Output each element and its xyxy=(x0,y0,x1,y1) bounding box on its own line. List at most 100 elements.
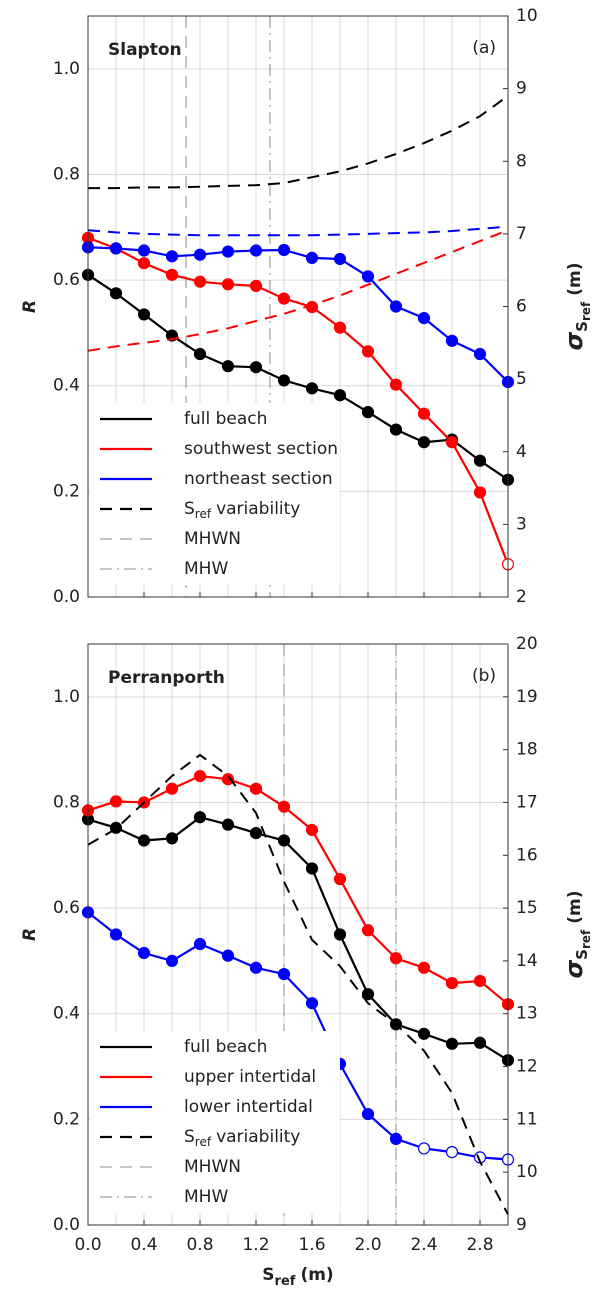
data-point xyxy=(221,278,235,291)
data-point xyxy=(277,374,291,387)
data-point xyxy=(473,486,487,499)
data-point xyxy=(137,946,151,960)
y-tick-label: 1.0 xyxy=(53,687,80,707)
y-tick-label: 0.6 xyxy=(53,270,80,290)
series-line xyxy=(87,229,509,352)
legend-label: MHWN xyxy=(184,1157,241,1177)
y2-axis-unit: (m) xyxy=(565,262,585,295)
y-tick-label: 0.8 xyxy=(53,164,80,184)
data-point xyxy=(361,1107,375,1121)
legend-subscript: ref xyxy=(195,507,212,521)
data-point xyxy=(361,406,375,419)
data-point xyxy=(445,436,459,449)
y2-axis-unit: (m) xyxy=(565,890,585,923)
data-point xyxy=(417,1027,431,1040)
data-point xyxy=(333,252,347,266)
x-axis-unit: (m) xyxy=(300,1265,333,1285)
data-point xyxy=(417,312,431,325)
data-point xyxy=(165,250,179,263)
legend-label: full beach xyxy=(184,1037,267,1057)
y2-tick-label: 3 xyxy=(516,514,527,534)
data-point xyxy=(305,251,319,265)
data-point xyxy=(221,818,235,831)
data-point xyxy=(361,924,375,937)
y-tick-label: 0.2 xyxy=(53,481,80,501)
y2-axis-sub: S xyxy=(573,321,591,332)
y2-tick-label: 15 xyxy=(516,898,538,918)
data-point xyxy=(165,268,179,281)
panel-title: Slapton xyxy=(108,40,182,60)
legend-rest: variability xyxy=(216,499,300,519)
x-axis-label: Sref (m) xyxy=(262,1265,333,1289)
legend-label: Sref variability xyxy=(184,1127,300,1149)
series-line xyxy=(87,236,510,565)
data-point xyxy=(249,961,263,974)
data-point xyxy=(193,811,207,824)
y2-tick-label: 16 xyxy=(516,845,538,865)
y2-tick-label: 9 xyxy=(516,79,527,99)
data-point xyxy=(473,1036,487,1049)
y2-tick-label: 20 xyxy=(516,634,538,654)
data-point xyxy=(305,997,319,1010)
data-point xyxy=(221,360,235,373)
legend-symbol: S xyxy=(184,499,195,519)
data-point xyxy=(249,279,263,293)
y-tick-label: 1.0 xyxy=(53,59,80,79)
data-point xyxy=(277,968,291,981)
data-point xyxy=(137,244,151,257)
x-tick-label: 2.4 xyxy=(410,1235,437,1255)
data-point xyxy=(417,407,431,420)
y-tick-label: 0.4 xyxy=(53,376,80,396)
data-point xyxy=(109,928,123,941)
x-tick-label: 2.8 xyxy=(466,1235,493,1255)
data-point xyxy=(333,321,347,334)
plot-frame xyxy=(87,643,509,1226)
data-point xyxy=(445,1037,459,1050)
series-line xyxy=(87,815,509,1062)
data-point xyxy=(277,292,291,305)
x-axis-sub: ref xyxy=(275,1274,296,1289)
data-point xyxy=(417,436,431,449)
legend-box xyxy=(90,403,340,585)
data-point xyxy=(165,954,179,968)
data-point xyxy=(193,248,207,261)
data-point xyxy=(389,1132,403,1146)
y2-tick-label: 13 xyxy=(516,1004,538,1024)
plot-frame xyxy=(87,15,509,598)
series-line xyxy=(88,95,509,190)
y2-tick-label: 4 xyxy=(516,442,527,462)
data-point xyxy=(277,834,291,847)
data-point xyxy=(137,834,151,847)
data-point xyxy=(165,782,179,795)
series-line xyxy=(87,911,509,1161)
legend-rest: variability xyxy=(216,1127,300,1147)
data-point xyxy=(137,308,151,321)
panel-title: Perranporth xyxy=(108,668,225,688)
y2-tick-label: 10 xyxy=(516,6,538,26)
y2-tick-label: 19 xyxy=(516,687,538,707)
y2-axis-symbol: σ xyxy=(560,960,588,979)
data-point xyxy=(389,300,403,313)
x-tick-label: 0.0 xyxy=(74,1235,101,1255)
data-point xyxy=(109,287,123,300)
x-tick-label: 0.8 xyxy=(186,1235,213,1255)
y2-tick-label: 8 xyxy=(516,151,527,171)
legend-label: MHW xyxy=(184,1187,228,1207)
legend-label: lower intertidal xyxy=(184,1097,313,1117)
data-point xyxy=(305,382,319,395)
data-point xyxy=(277,800,291,813)
y2-axis-subsub: ref xyxy=(579,301,593,321)
x-tick-label: 0.4 xyxy=(130,1235,157,1255)
data-point xyxy=(473,454,487,467)
data-point xyxy=(249,782,263,795)
data-point xyxy=(473,347,487,361)
data-point xyxy=(249,244,263,257)
series-line xyxy=(87,774,509,1006)
y2-tick-label: 10 xyxy=(516,1162,538,1182)
data-point xyxy=(389,378,403,391)
legend-symbol: S xyxy=(184,1127,195,1147)
data-point xyxy=(193,937,207,951)
y2-axis-sub: S xyxy=(573,949,591,960)
x-axis-symbol: S xyxy=(262,1265,274,1285)
